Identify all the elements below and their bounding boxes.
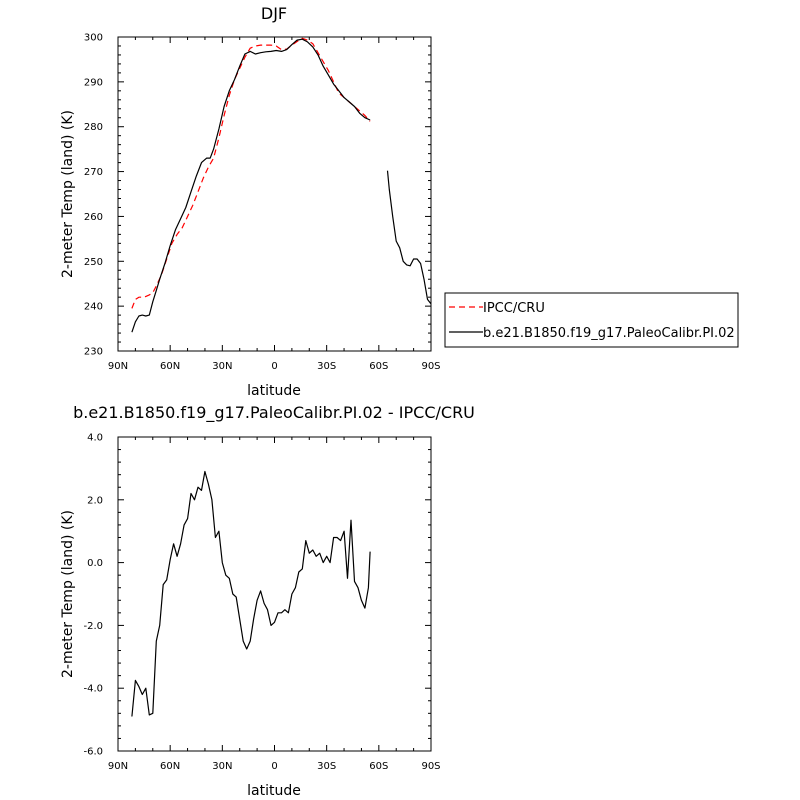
- legend: IPCC/CRU b.e21.B1850.f19_g17.PaleoCalibr…: [444, 292, 739, 348]
- y-tick-label: 2.0: [87, 495, 103, 506]
- x-tick-label: 30S: [317, 361, 336, 372]
- y-tick-label: 290: [84, 77, 103, 88]
- y-tick-label: 240: [84, 302, 103, 313]
- series-layer: [131, 37, 432, 333]
- legend-label-model: b.e21.B1850.f19_g17.PaleoCalibr.PI.02: [483, 326, 735, 341]
- legend-box: [444, 292, 739, 348]
- x-axis-label: latitude: [247, 783, 301, 799]
- y-tick-label: 4.0: [87, 433, 103, 444]
- chart-djf-temperature: DJF latitude 2-meter Temp (land) (K) 90N…: [60, 4, 441, 399]
- y-tick-label: 260: [84, 212, 103, 223]
- y-tick-label: -2.0: [83, 621, 103, 632]
- x-tick-label: 0: [271, 761, 277, 772]
- chart-temperature-difference: b.e21.B1850.f19_g17.PaleoCalibr.PI.02 - …: [60, 403, 475, 799]
- x-tick-label: 90N: [108, 761, 128, 772]
- plot-frame: [117, 436, 432, 752]
- y-tick-label: 230: [84, 347, 103, 358]
- y-tick-label: 280: [84, 122, 103, 133]
- plot-frame: [117, 36, 432, 352]
- y-tick-label: 270: [84, 167, 103, 178]
- x-axis-label: latitude: [247, 383, 301, 399]
- x-tick-label: 30N: [212, 361, 232, 372]
- y-tick-label: -6.0: [83, 747, 103, 758]
- x-tick-label: 30S: [317, 761, 336, 772]
- x-tick-label: 90S: [421, 761, 440, 772]
- series-line-0: [131, 470, 371, 717]
- series-line-1: [131, 38, 371, 333]
- y-axis-label: 2-meter Temp (land) (K): [60, 110, 76, 278]
- chart-title: b.e21.B1850.f19_g17.PaleoCalibr.PI.02 - …: [73, 403, 475, 423]
- legend-label-ipcc-cru: IPCC/CRU: [483, 301, 545, 316]
- tick-labels: 90N 60N 30N 0 30S 60S 90S 230 240 250 260 270 280 290…: [84, 33, 441, 373]
- y-axis-label: 2-meter Temp (land) (K): [60, 510, 76, 678]
- chart-title: DJF: [261, 4, 287, 23]
- x-tick-label: 60N: [160, 361, 180, 372]
- x-tick-label: 60N: [160, 761, 180, 772]
- x-tick-label: 60S: [369, 361, 388, 372]
- x-tick-label: 0: [271, 361, 277, 372]
- x-tick-label: 90S: [421, 361, 440, 372]
- y-tick-label: -4.0: [83, 684, 103, 695]
- x-tick-label: 60S: [369, 761, 388, 772]
- x-tick-label: 90N: [108, 361, 128, 372]
- tick-labels: 90N 60N 30N 0 30S 60S 90S -6.0 -4.0 -2.0 0.0 2.0 4.0: [83, 433, 440, 773]
- series-layer: [131, 470, 371, 717]
- series-line-1: [386, 170, 432, 305]
- y-tick-label: 0.0: [87, 558, 103, 569]
- y-tick-label: 250: [84, 257, 103, 268]
- y-tick-label: 300: [84, 33, 103, 44]
- x-tick-label: 30N: [212, 761, 232, 772]
